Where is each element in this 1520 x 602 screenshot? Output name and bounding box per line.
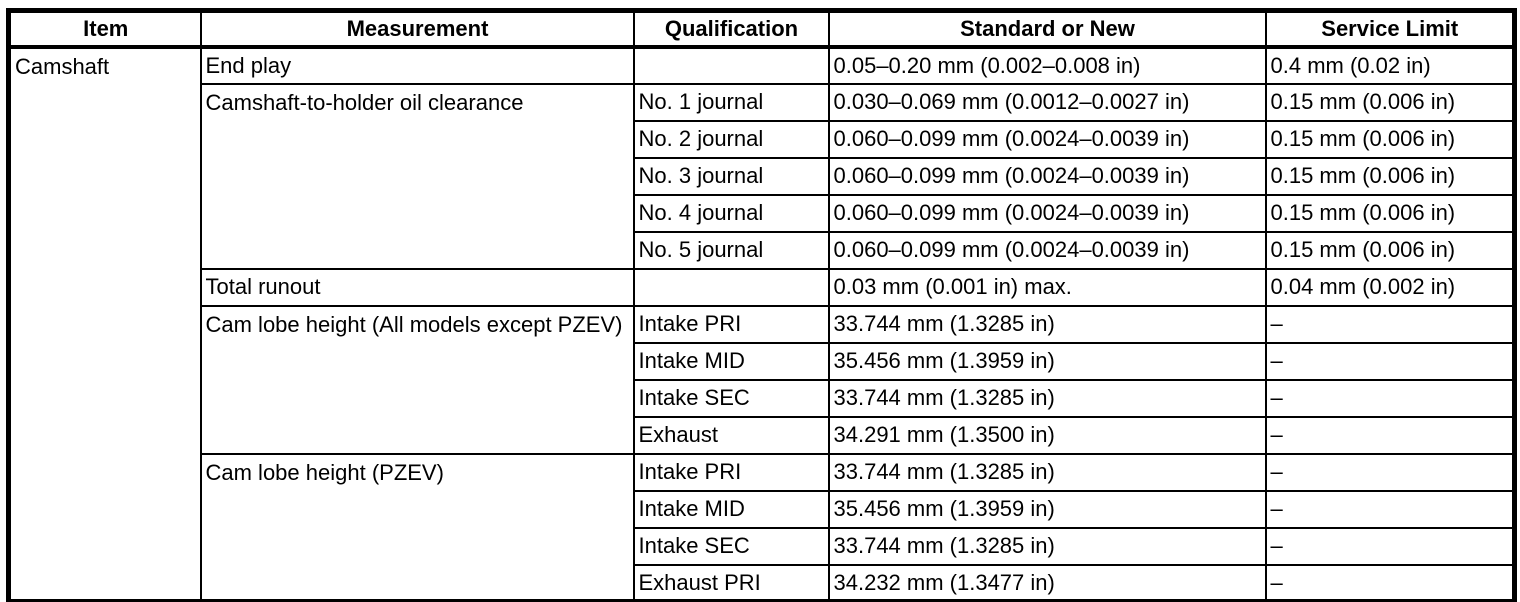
table-row: No. 2 journal 0.060–0.099 mm (0.0024–0.0… bbox=[9, 119, 1516, 159]
cell-service-limit: – bbox=[1264, 415, 1516, 455]
cell-standard: 0.05–0.20 mm (0.002–0.008 in) bbox=[827, 45, 1267, 85]
cell-service-limit: – bbox=[1264, 304, 1516, 344]
cell-qualification: Intake PRI bbox=[632, 452, 830, 492]
col-header-standard-or-new: Standard or New bbox=[827, 9, 1267, 49]
table-header: Item Measurement Qualification Standard … bbox=[7, 9, 1516, 49]
cell-qualification: No. 5 journal bbox=[632, 230, 830, 270]
header-row: Item Measurement Qualification Standard … bbox=[7, 9, 1516, 49]
cell-standard: 0.030–0.069 mm (0.0012–0.0027 in) bbox=[827, 82, 1267, 122]
cell-standard: 33.744 mm (1.3285 in) bbox=[827, 526, 1267, 566]
table-row: Exhaust PRI 34.232 mm (1.3477 in) – bbox=[9, 563, 1516, 602]
table-row: Camshaft End play 0.05–0.20 mm (0.002–0.… bbox=[7, 45, 1516, 602]
cell-service-limit: – bbox=[1264, 452, 1516, 492]
cell-qualification: No. 4 journal bbox=[632, 193, 830, 233]
cell-measurement: Camshaft-to-holder oil clearance bbox=[199, 82, 635, 270]
table-row: Intake SEC 33.744 mm (1.3285 in) – bbox=[9, 526, 1516, 566]
cell-service-limit: – bbox=[1264, 563, 1516, 602]
cell-qualification: Intake SEC bbox=[632, 378, 830, 418]
cell-qualification: No. 3 journal bbox=[632, 156, 830, 196]
table-row: No. 5 journal 0.060–0.099 mm (0.0024–0.0… bbox=[9, 230, 1516, 270]
table-row: Intake MID 35.456 mm (1.3959 in) – bbox=[9, 489, 1516, 529]
cell-service-limit: 0.15 mm (0.006 in) bbox=[1264, 156, 1516, 196]
cell-standard: 0.060–0.099 mm (0.0024–0.0039 in) bbox=[827, 156, 1267, 196]
col-header-measurement: Measurement bbox=[199, 9, 635, 49]
cell-standard: 0.03 mm (0.001 in) max. bbox=[827, 267, 1267, 307]
camshaft-spec-table: Item Measurement Qualification Standard … bbox=[6, 8, 1517, 602]
cell-service-limit: 0.15 mm (0.006 in) bbox=[1264, 119, 1516, 159]
cell-service-limit: 0.15 mm (0.006 in) bbox=[1264, 230, 1516, 270]
table-row: Total runout 0.03 mm (0.001 in) max. 0.0… bbox=[9, 267, 1516, 307]
cell-standard: 33.744 mm (1.3285 in) bbox=[827, 304, 1267, 344]
cell-service-limit: – bbox=[1264, 341, 1516, 381]
cell-qualification: Exhaust PRI bbox=[632, 563, 830, 602]
table-body: Camshaft End play 0.05–0.20 mm (0.002–0.… bbox=[7, 45, 1516, 602]
cell-service-limit: 0.4 mm (0.02 in) bbox=[1264, 45, 1516, 85]
cell-item: Camshaft bbox=[7, 45, 202, 602]
table-row: Intake MID 35.456 mm (1.3959 in) – bbox=[9, 341, 1516, 381]
cell-standard: 35.456 mm (1.3959 in) bbox=[827, 341, 1267, 381]
table-row: No. 3 journal 0.060–0.099 mm (0.0024–0.0… bbox=[9, 156, 1516, 196]
cell-measurement: Cam lobe height (PZEV) bbox=[199, 452, 635, 602]
cell-standard: 35.456 mm (1.3959 in) bbox=[827, 489, 1267, 529]
cell-service-limit: 0.15 mm (0.006 in) bbox=[1264, 193, 1516, 233]
cell-service-limit: – bbox=[1264, 489, 1516, 529]
cell-qualification: Intake MID bbox=[632, 341, 830, 381]
cell-standard: 0.060–0.099 mm (0.0024–0.0039 in) bbox=[827, 193, 1267, 233]
cell-standard: 33.744 mm (1.3285 in) bbox=[827, 452, 1267, 492]
cell-qualification: Intake SEC bbox=[632, 526, 830, 566]
cell-service-limit: – bbox=[1264, 526, 1516, 566]
cell-qualification: No. 1 journal bbox=[632, 82, 830, 122]
table-row: No. 4 journal 0.060–0.099 mm (0.0024–0.0… bbox=[9, 193, 1516, 233]
cell-standard: 0.060–0.099 mm (0.0024–0.0039 in) bbox=[827, 119, 1267, 159]
cell-standard: 34.232 mm (1.3477 in) bbox=[827, 563, 1267, 602]
cell-service-limit: – bbox=[1264, 378, 1516, 418]
cell-service-limit: 0.15 mm (0.006 in) bbox=[1264, 82, 1516, 122]
col-header-qualification: Qualification bbox=[632, 9, 830, 49]
cell-qualification: Exhaust bbox=[632, 415, 830, 455]
table-row: Cam lobe height (PZEV) Intake PRI 33.744… bbox=[9, 452, 1516, 602]
cell-qualification: Intake MID bbox=[632, 489, 830, 529]
cell-standard: 0.060–0.099 mm (0.0024–0.0039 in) bbox=[827, 230, 1267, 270]
cell-standard: 34.291 mm (1.3500 in) bbox=[827, 415, 1267, 455]
table-row: Exhaust 34.291 mm (1.3500 in) – bbox=[9, 415, 1516, 455]
cell-standard: 33.744 mm (1.3285 in) bbox=[827, 378, 1267, 418]
col-header-item: Item bbox=[7, 9, 202, 49]
table-row: Intake SEC 33.744 mm (1.3285 in) – bbox=[9, 378, 1516, 418]
cell-qualification bbox=[632, 267, 830, 307]
cell-service-limit: 0.04 mm (0.002 in) bbox=[1264, 267, 1516, 307]
cell-qualification: No. 2 journal bbox=[632, 119, 830, 159]
cell-qualification bbox=[632, 45, 830, 85]
table-row: Camshaft-to-holder oil clearance No. 1 j… bbox=[9, 82, 1516, 270]
cell-measurement: End play bbox=[199, 45, 635, 85]
table-row: Cam lobe height (All models except PZEV)… bbox=[9, 304, 1516, 455]
col-header-service-limit: Service Limit bbox=[1264, 9, 1516, 49]
cell-measurement: Cam lobe height (All models except PZEV) bbox=[199, 304, 635, 455]
cell-qualification: Intake PRI bbox=[632, 304, 830, 344]
cell-measurement: Total runout bbox=[199, 267, 635, 307]
